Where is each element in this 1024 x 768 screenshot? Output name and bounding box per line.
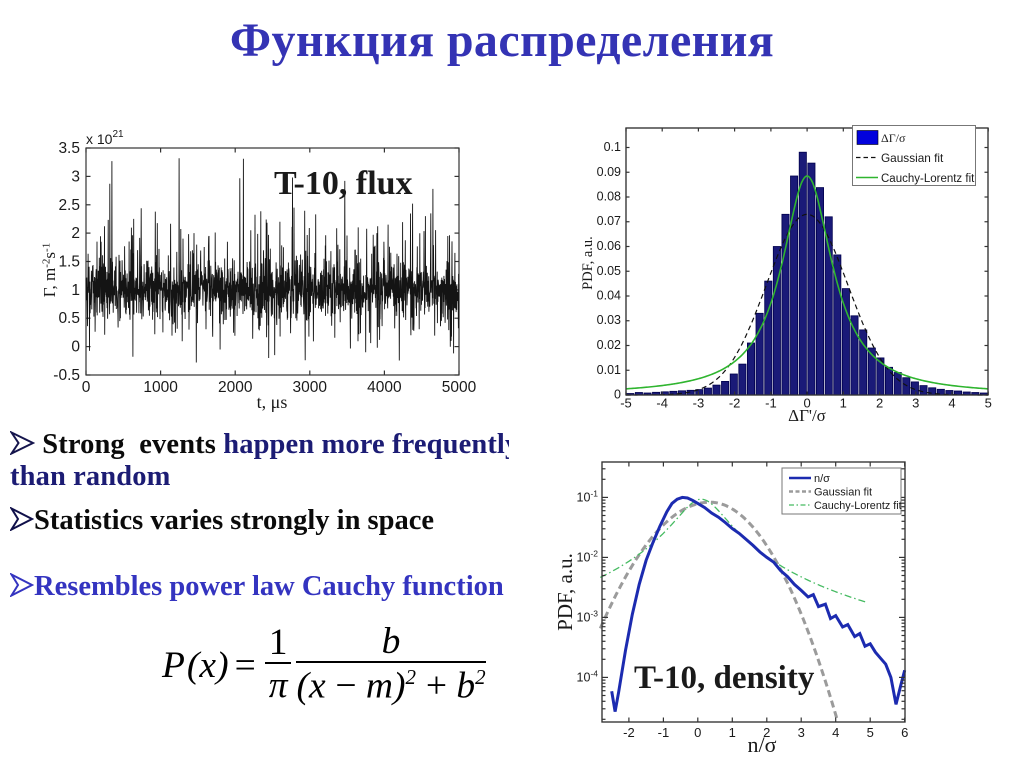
- svg-text:4000: 4000: [367, 379, 402, 396]
- svg-text:3: 3: [912, 396, 919, 411]
- svg-text:Cauchy-Lorentz fit: Cauchy-Lorentz fit: [814, 500, 902, 512]
- svg-text:1000: 1000: [143, 379, 178, 396]
- svg-text:2000: 2000: [218, 379, 253, 396]
- svg-text:3: 3: [798, 725, 805, 740]
- svg-text:Cauchy-Lorentz fit: Cauchy-Lorentz fit: [881, 173, 975, 185]
- svg-text:1: 1: [840, 396, 847, 411]
- svg-text:-0.5: -0.5: [53, 367, 80, 384]
- svg-text:0.01: 0.01: [597, 363, 621, 377]
- svg-text:0: 0: [694, 725, 701, 740]
- svg-text:0.02: 0.02: [597, 338, 621, 352]
- svg-text:5: 5: [867, 725, 874, 740]
- svg-text:0.08: 0.08: [597, 190, 621, 204]
- svg-text:PDF, a.u.: PDF, a.u.: [580, 236, 596, 290]
- svg-text:PDF, a.u.: PDF, a.u.: [553, 553, 577, 631]
- svg-text:0: 0: [614, 388, 621, 402]
- svg-text:0.07: 0.07: [597, 214, 621, 228]
- svg-text:-3: -3: [693, 396, 705, 411]
- svg-text:Γ, m-2s-1: Γ, m-2s-1: [40, 243, 59, 297]
- svg-text:n/σ: n/σ: [748, 732, 777, 757]
- svg-text:T-10, flux: T-10, flux: [274, 165, 413, 202]
- svg-text:3: 3: [71, 168, 80, 185]
- svg-text:-4: -4: [656, 396, 668, 411]
- svg-text:0.5: 0.5: [58, 310, 80, 327]
- svg-text:0.04: 0.04: [597, 289, 621, 303]
- svg-text:-2: -2: [729, 396, 741, 411]
- svg-text:3.5: 3.5: [58, 140, 80, 157]
- svg-text:n/σ: n/σ: [814, 473, 830, 485]
- svg-text:-1: -1: [765, 396, 777, 411]
- svg-text:2: 2: [763, 725, 770, 740]
- svg-text:2: 2: [71, 225, 80, 242]
- svg-text:ΔΓ/σ: ΔΓ/σ: [881, 131, 906, 145]
- svg-text:5000: 5000: [442, 379, 477, 396]
- svg-text:t, μs: t, μs: [257, 392, 288, 412]
- svg-text:6: 6: [901, 725, 908, 740]
- svg-text:T-10, density: T-10, density: [634, 660, 815, 696]
- svg-text:0: 0: [82, 379, 91, 396]
- svg-text:2.5: 2.5: [58, 197, 80, 214]
- svg-text:0.05: 0.05: [597, 264, 621, 278]
- svg-text:1.5: 1.5: [58, 254, 80, 271]
- svg-text:0.03: 0.03: [597, 313, 621, 327]
- svg-text:3000: 3000: [293, 379, 328, 396]
- svg-text:ΔΓ'/σ: ΔΓ'/σ: [788, 406, 826, 425]
- svg-text:-5: -5: [620, 396, 632, 411]
- svg-text:Gaussian fit: Gaussian fit: [814, 487, 872, 499]
- svg-text:0.1: 0.1: [604, 140, 621, 154]
- svg-text:4: 4: [948, 396, 955, 411]
- svg-text:Gaussian fit: Gaussian fit: [881, 151, 944, 165]
- svg-text:5: 5: [985, 396, 992, 411]
- svg-text:2: 2: [876, 396, 883, 411]
- svg-text:-1: -1: [658, 725, 670, 740]
- svg-text:1: 1: [71, 282, 80, 299]
- svg-text:-2: -2: [623, 725, 635, 740]
- svg-text:0.06: 0.06: [597, 239, 621, 253]
- svg-text:0: 0: [71, 339, 80, 356]
- svg-text:0.09: 0.09: [597, 165, 621, 179]
- svg-text:0: 0: [803, 396, 810, 411]
- svg-text:4: 4: [832, 725, 839, 740]
- svg-text:1: 1: [729, 725, 736, 740]
